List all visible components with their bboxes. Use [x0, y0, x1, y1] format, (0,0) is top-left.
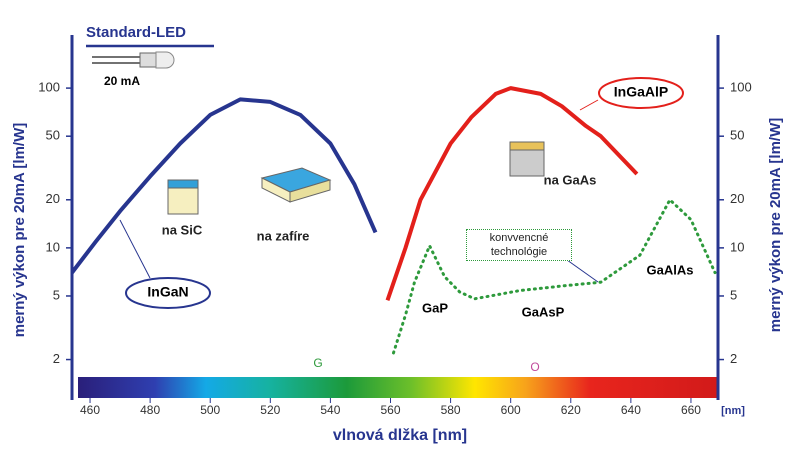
- x-tick-label: 480: [140, 403, 160, 417]
- series-line: [385, 86, 639, 301]
- x-tick-label: 460: [80, 403, 100, 417]
- y-tick-label: 100: [38, 80, 60, 95]
- x-tick-label: 660: [681, 403, 701, 417]
- annotation: GaP: [422, 300, 448, 315]
- y-tick-label: 20: [46, 191, 60, 206]
- y-axis-label: merný výkon pre 20mA [lm/W]: [11, 123, 28, 338]
- spectrum-bar: [78, 377, 718, 398]
- y2-tick-label: 10: [730, 239, 744, 254]
- x-tick-label: 600: [501, 403, 521, 417]
- x-tick-label: 620: [561, 403, 581, 417]
- annotation: GaAlAs: [647, 262, 694, 277]
- x-tick-label: 640: [621, 403, 641, 417]
- legend-box: konvvencné technológie: [466, 229, 572, 261]
- series-line: [392, 198, 717, 355]
- annotation: na GaAs: [544, 172, 597, 187]
- x-tick-label: 580: [441, 403, 461, 417]
- chip-icon: [167, 141, 545, 215]
- y-tick-label: 50: [46, 128, 60, 143]
- chart-subtitle: 20 mA: [104, 74, 140, 88]
- series-line: [70, 97, 378, 274]
- y2-tick-label: 50: [730, 128, 744, 143]
- annotation: na SiC: [162, 222, 203, 237]
- y2-axis-label: merný výkon pre 20mA [lm/W]: [767, 118, 784, 333]
- chart-title: Standard-LED: [86, 24, 186, 41]
- pointer: [579, 99, 599, 111]
- annotation: O: [530, 360, 539, 374]
- legend-label: InGaN: [147, 284, 188, 300]
- y2-tick-label: 2: [730, 351, 737, 366]
- annotation: na zafíre: [257, 228, 310, 243]
- y-tick-label: 2: [53, 351, 60, 366]
- y-tick-label: 5: [53, 287, 60, 302]
- pointer: [119, 219, 151, 279]
- y2-tick-label: 5: [730, 287, 737, 302]
- x-tick-label: 520: [260, 403, 280, 417]
- y-tick-label: 10: [46, 239, 60, 254]
- x-unit: [nm]: [721, 405, 745, 417]
- legend-ellipse: [598, 77, 684, 109]
- led-icon: [92, 51, 175, 69]
- annotation: G: [313, 356, 322, 370]
- annotation: GaAsP: [522, 304, 565, 319]
- x-tick-label: 500: [200, 403, 220, 417]
- x-tick-label: 560: [380, 403, 400, 417]
- legend-ellipse: [125, 277, 211, 309]
- y2-tick-label: 20: [730, 191, 744, 206]
- legend-label: InGaAlP: [614, 84, 668, 100]
- x-axis-label: vlnová dlžka [nm]: [333, 427, 467, 444]
- y2-tick-label: 100: [730, 80, 752, 95]
- x-tick-label: 540: [320, 403, 340, 417]
